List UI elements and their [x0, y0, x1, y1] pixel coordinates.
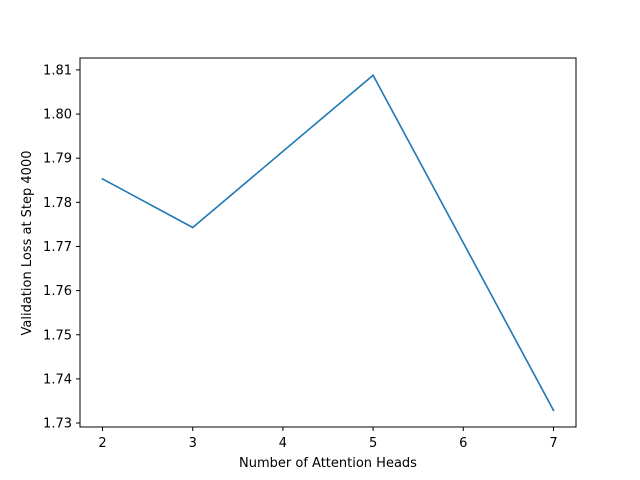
y-tick-label: 1.79 — [43, 152, 72, 167]
x-tick-label: 7 — [549, 436, 557, 451]
y-tick-label: 1.81 — [43, 63, 72, 78]
plot-frame — [79, 57, 577, 428]
x-tick-label: 3 — [189, 436, 197, 451]
y-tick-label: 1.80 — [43, 108, 72, 123]
x-tick-label: 6 — [459, 436, 467, 451]
y-tick-label: 1.73 — [43, 417, 72, 432]
y-tick-label: 1.76 — [43, 284, 72, 299]
data-point — [372, 74, 374, 77]
series-line — [101, 74, 555, 412]
y-tick-label: 1.77 — [43, 240, 72, 255]
x-tick-label: 5 — [369, 436, 377, 451]
y-tick-label: 1.75 — [43, 328, 72, 343]
y-axis: 1.73 1.74 1.75 1.76 1.77 1.78 1.79 1.80 1.81 — [43, 63, 80, 432]
data-point — [191, 226, 194, 229]
x-tick-label: 4 — [279, 436, 287, 451]
x-axis-label: Number of Attention Heads — [239, 456, 417, 471]
y-tick-label: 1.74 — [43, 372, 72, 387]
x-axis: 2 3 4 5 6 7 — [98, 427, 558, 451]
y-axis-label: Validation Loss at Step 4000 — [20, 151, 35, 336]
plot-area — [79, 57, 577, 428]
data-point — [101, 178, 104, 180]
series-layer — [101, 74, 555, 412]
data-point — [552, 409, 555, 412]
x-tick-label: 2 — [98, 436, 106, 451]
y-tick-label: 1.78 — [43, 196, 72, 211]
